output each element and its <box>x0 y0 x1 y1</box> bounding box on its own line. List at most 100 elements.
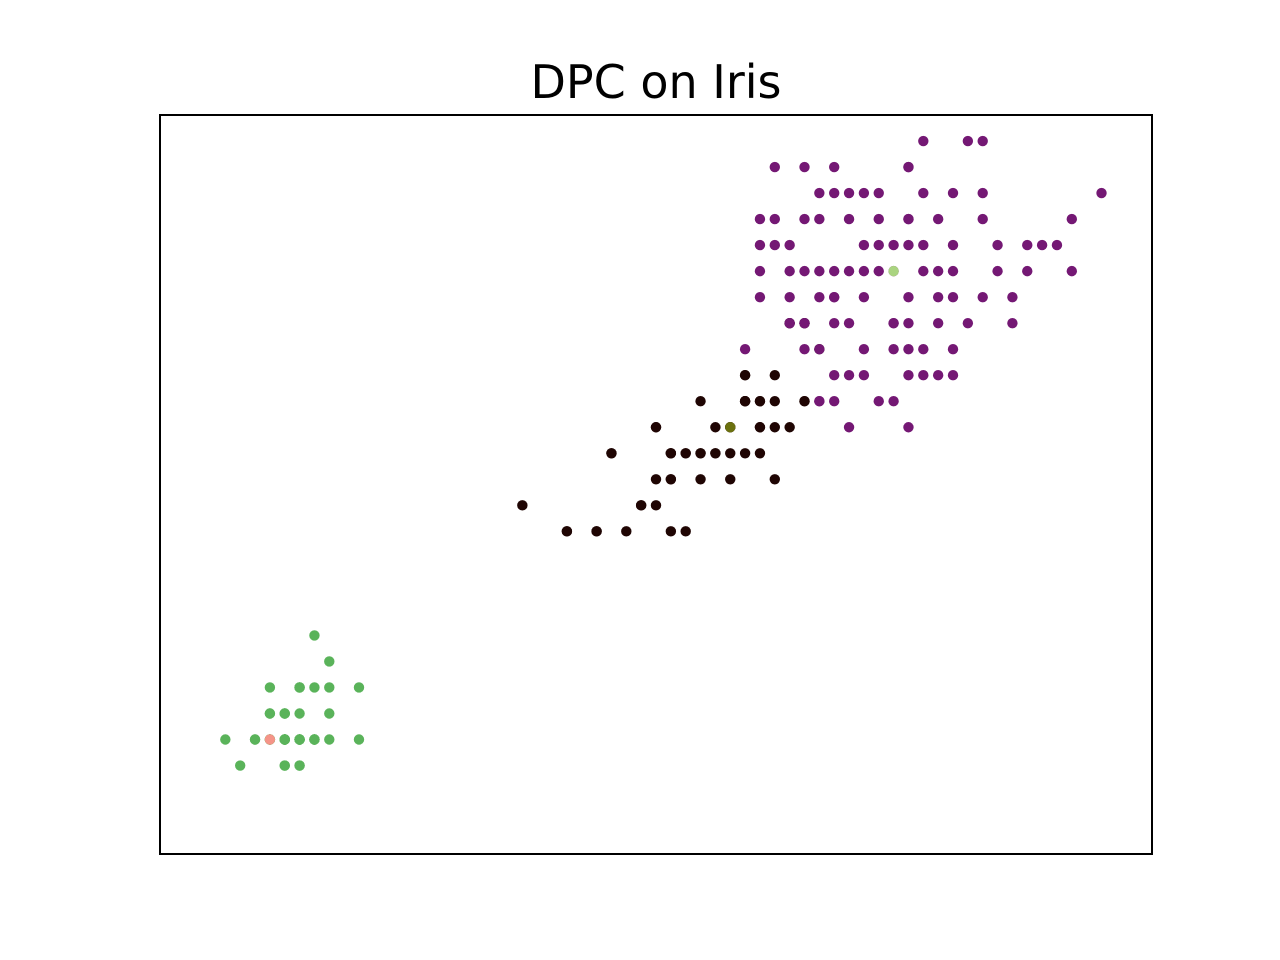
data-point <box>1036 239 1048 251</box>
data-point <box>324 734 335 745</box>
data-point <box>769 396 780 407</box>
data-point <box>1066 265 1078 277</box>
data-point <box>769 161 780 173</box>
data-point <box>635 500 647 511</box>
data-point <box>249 734 261 745</box>
plot-area-frame <box>159 114 1153 855</box>
data-point <box>873 187 884 199</box>
data-point <box>918 343 929 355</box>
data-point <box>858 343 870 355</box>
data-point <box>784 317 795 329</box>
data-point <box>918 265 929 277</box>
data-point <box>873 239 884 251</box>
chart-title: DPC on Iris <box>530 55 781 109</box>
data-point <box>814 343 825 355</box>
data-point <box>754 265 766 277</box>
data-point <box>843 187 855 199</box>
data-point <box>918 187 929 199</box>
data-point <box>309 630 320 641</box>
data-point <box>873 396 884 407</box>
data-point <box>888 317 899 329</box>
data-point <box>873 265 884 277</box>
data-point <box>843 370 855 381</box>
data-point <box>888 265 899 277</box>
data-point <box>784 239 795 251</box>
data-point <box>814 213 825 225</box>
data-point <box>695 396 706 407</box>
data-point <box>932 370 944 381</box>
data-point <box>873 213 884 225</box>
data-point <box>814 291 825 303</box>
data-point <box>1096 187 1107 199</box>
data-point <box>725 474 736 485</box>
data-point <box>309 734 320 745</box>
data-point <box>947 239 959 251</box>
data-point <box>739 343 751 355</box>
data-point <box>725 448 736 459</box>
data-point <box>932 213 944 225</box>
data-point <box>1022 265 1033 277</box>
data-point <box>918 135 929 147</box>
data-point <box>947 370 959 381</box>
data-point <box>517 500 528 511</box>
data-point <box>710 448 721 459</box>
data-point <box>903 291 914 303</box>
data-point <box>843 422 855 433</box>
data-point <box>947 343 959 355</box>
data-point <box>799 317 810 329</box>
data-point <box>754 422 766 433</box>
data-point <box>784 291 795 303</box>
data-point <box>799 265 810 277</box>
data-point <box>784 422 795 433</box>
data-point <box>353 734 365 745</box>
data-point <box>309 682 320 693</box>
data-point <box>977 187 988 199</box>
data-point <box>829 187 840 199</box>
data-point <box>918 370 929 381</box>
data-point <box>294 708 305 719</box>
data-point <box>1007 291 1018 303</box>
data-point <box>264 708 276 719</box>
data-point <box>932 265 944 277</box>
data-point <box>903 317 914 329</box>
data-point <box>279 760 290 771</box>
data-point <box>754 239 766 251</box>
data-point <box>977 291 988 303</box>
data-point <box>695 474 706 485</box>
data-point <box>829 265 840 277</box>
data-point <box>932 317 944 329</box>
data-point <box>294 682 305 693</box>
data-point <box>220 734 231 745</box>
data-point <box>784 265 795 277</box>
data-point <box>769 213 780 225</box>
data-point <box>739 396 751 407</box>
data-point <box>947 291 959 303</box>
data-point <box>650 500 662 511</box>
data-point <box>903 239 914 251</box>
data-point <box>1022 239 1033 251</box>
data-point <box>799 161 810 173</box>
data-point <box>1007 317 1018 329</box>
data-point <box>888 396 899 407</box>
data-point <box>739 370 751 381</box>
data-point <box>903 343 914 355</box>
data-point <box>665 448 677 459</box>
data-point <box>725 422 736 433</box>
data-point <box>561 526 573 537</box>
data-point <box>903 422 914 433</box>
data-point <box>279 708 290 719</box>
data-point <box>992 265 1003 277</box>
data-point <box>932 291 944 303</box>
data-point <box>858 370 870 381</box>
data-point <box>977 135 988 147</box>
data-point <box>324 708 335 719</box>
data-point <box>858 239 870 251</box>
data-point <box>754 396 766 407</box>
data-point <box>1051 239 1063 251</box>
data-point <box>858 291 870 303</box>
data-point <box>947 187 959 199</box>
data-point <box>695 448 706 459</box>
data-point <box>962 135 974 147</box>
